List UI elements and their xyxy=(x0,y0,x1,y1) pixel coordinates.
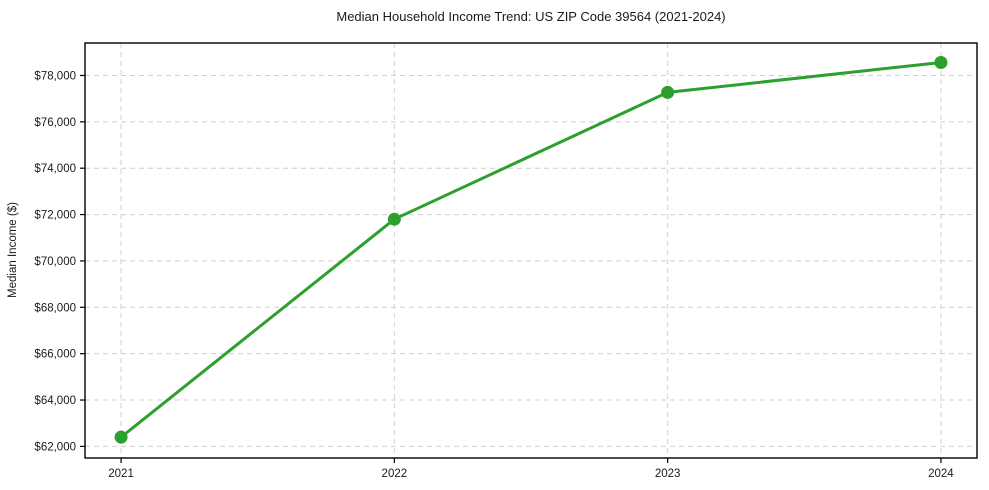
data-point-marker xyxy=(114,430,128,444)
data-point-marker xyxy=(934,55,948,69)
grid-layer xyxy=(85,43,977,458)
y-axis-label: Median Income ($) xyxy=(7,202,19,298)
x-tick-label: 2023 xyxy=(655,468,681,480)
y-tick-label: $62,000 xyxy=(34,441,76,453)
y-tick-label: $70,000 xyxy=(34,256,76,268)
y-tick-label: $68,000 xyxy=(34,302,76,314)
x-tick-label: 2024 xyxy=(928,468,954,480)
trend-line xyxy=(119,60,943,439)
y-tick-label: $66,000 xyxy=(34,349,76,361)
y-tick-label: $78,000 xyxy=(34,70,76,82)
y-tick-label: $74,000 xyxy=(34,163,76,175)
y-tick-label: $72,000 xyxy=(34,210,76,222)
x-tick-label: 2022 xyxy=(382,468,408,480)
data-point-marker xyxy=(387,212,401,226)
series-layer xyxy=(114,55,948,444)
x-tick-label: 2021 xyxy=(108,468,134,480)
data-point-marker xyxy=(661,85,675,99)
chart-title: Median Household Income Trend: US ZIP Co… xyxy=(336,9,725,24)
axis-ticks-layer: $62,000 $64,000 $66,000 $68,000 $70,000 $72,0… xyxy=(34,70,954,480)
y-tick-label: $76,000 xyxy=(34,117,76,129)
y-tick-label: $64,000 xyxy=(34,395,76,407)
plot-border xyxy=(84,42,978,459)
